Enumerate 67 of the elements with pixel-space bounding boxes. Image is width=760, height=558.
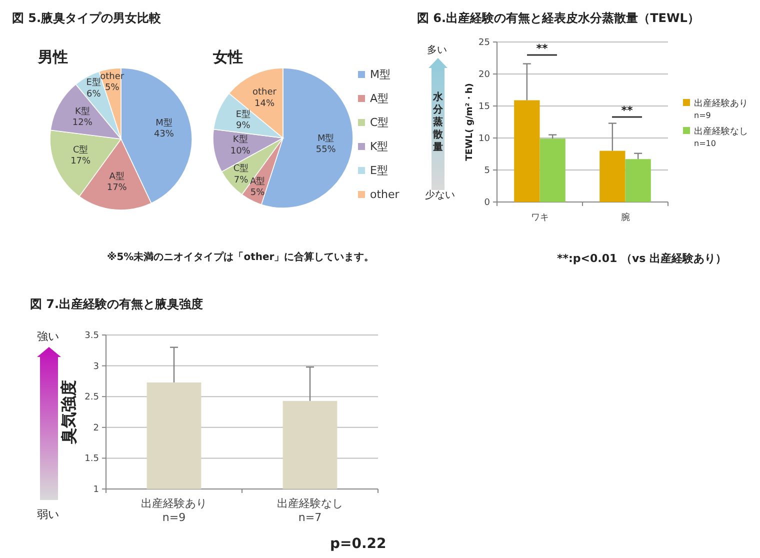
y-axis-title: 臭気強度 bbox=[59, 380, 78, 445]
y-tick-label: 1 bbox=[93, 485, 99, 495]
bar bbox=[514, 100, 540, 202]
text: 多い bbox=[427, 44, 447, 56]
bar bbox=[625, 159, 651, 202]
chart-title: 図 5.腋臭タイプの男女比較 bbox=[12, 11, 162, 25]
y-tick-label: 15 bbox=[478, 102, 490, 112]
legend-label: other bbox=[370, 188, 400, 201]
annotation: ** bbox=[621, 104, 633, 117]
text: 強い bbox=[37, 330, 59, 343]
legend-label: E型 bbox=[370, 164, 388, 177]
legend-label: 出産経験あり n=9 bbox=[694, 98, 748, 120]
y-tick-label: 10 bbox=[478, 134, 490, 144]
data-label: 43% bbox=[154, 130, 174, 140]
x-tick-label: 出産経験なし n=7 bbox=[277, 497, 343, 524]
text: 水分蒸散量 bbox=[432, 91, 444, 153]
slice-label: A型 bbox=[109, 170, 124, 182]
text: 弱い bbox=[37, 508, 59, 521]
bar bbox=[600, 150, 626, 202]
x-tick-label: ワキ bbox=[530, 213, 549, 223]
legend-label: M型 bbox=[370, 68, 390, 81]
y-tick-label: 0 bbox=[484, 198, 490, 208]
annotation: ** bbox=[536, 42, 548, 55]
y-axis-title: TEWL( g/m²・h) bbox=[465, 83, 475, 161]
legend-label: A型 bbox=[370, 92, 389, 105]
slice-label: C型 bbox=[72, 144, 88, 156]
data-label: 6% bbox=[86, 89, 102, 100]
y-tick-label: 5 bbox=[484, 166, 490, 176]
slice-label: M型 bbox=[156, 117, 172, 128]
data-label: 7% bbox=[234, 175, 249, 186]
y-tick-label: 20 bbox=[478, 70, 490, 80]
data-label: 5% bbox=[250, 188, 266, 198]
data-label: 55% bbox=[316, 145, 336, 156]
legend-label: 出産経験なし n=10 bbox=[694, 126, 748, 148]
data-label: 12% bbox=[72, 118, 93, 128]
slice-label: M型 bbox=[317, 132, 334, 144]
y-tick-label: 25 bbox=[478, 38, 490, 48]
chart-title: 女性 bbox=[212, 48, 243, 66]
data-label: 17% bbox=[106, 183, 128, 194]
slice-label: K型 bbox=[232, 134, 248, 146]
data-label: 10% bbox=[230, 146, 251, 156]
slice-label: E型 bbox=[236, 108, 251, 120]
data-label: 17% bbox=[70, 156, 92, 167]
chart-subtitle: 男性 bbox=[37, 48, 68, 66]
x-tick-label: 腕 bbox=[620, 212, 630, 223]
slice-label: C型 bbox=[233, 163, 249, 174]
data-label: 5% bbox=[104, 83, 120, 94]
text: p=0.22 bbox=[330, 536, 386, 552]
text: 少ない bbox=[425, 189, 455, 201]
slice-label: E型 bbox=[86, 77, 101, 88]
data-label: 9% bbox=[236, 121, 251, 132]
y-tick-label: 1.5 bbox=[84, 454, 99, 464]
slice-label: A型 bbox=[250, 176, 266, 187]
slice-label: other bbox=[252, 88, 277, 98]
y-tick-label: 3.5 bbox=[84, 331, 99, 341]
y-tick-label: 2.5 bbox=[84, 392, 99, 403]
chart-title: 図 7.出産経験の有無と腋臭強度 bbox=[30, 297, 204, 311]
legend-label: K型 bbox=[370, 140, 388, 153]
y-tick-label: 3 bbox=[93, 362, 99, 372]
chart-title: 図 6.出産経験の有無と経表皮水分蒸散量（TEWL） bbox=[417, 11, 700, 25]
bar bbox=[540, 138, 566, 202]
y-tick-label: 2 bbox=[93, 423, 99, 434]
text: **:p<0.01 （vs 出産経験あり） bbox=[557, 252, 727, 265]
legend-label: C型 bbox=[370, 116, 389, 129]
data-label: 14% bbox=[254, 98, 275, 109]
slice-label: K型 bbox=[74, 106, 90, 117]
text: ※5%未満のニオイタイプは「other」に合算しています。 bbox=[107, 251, 374, 263]
